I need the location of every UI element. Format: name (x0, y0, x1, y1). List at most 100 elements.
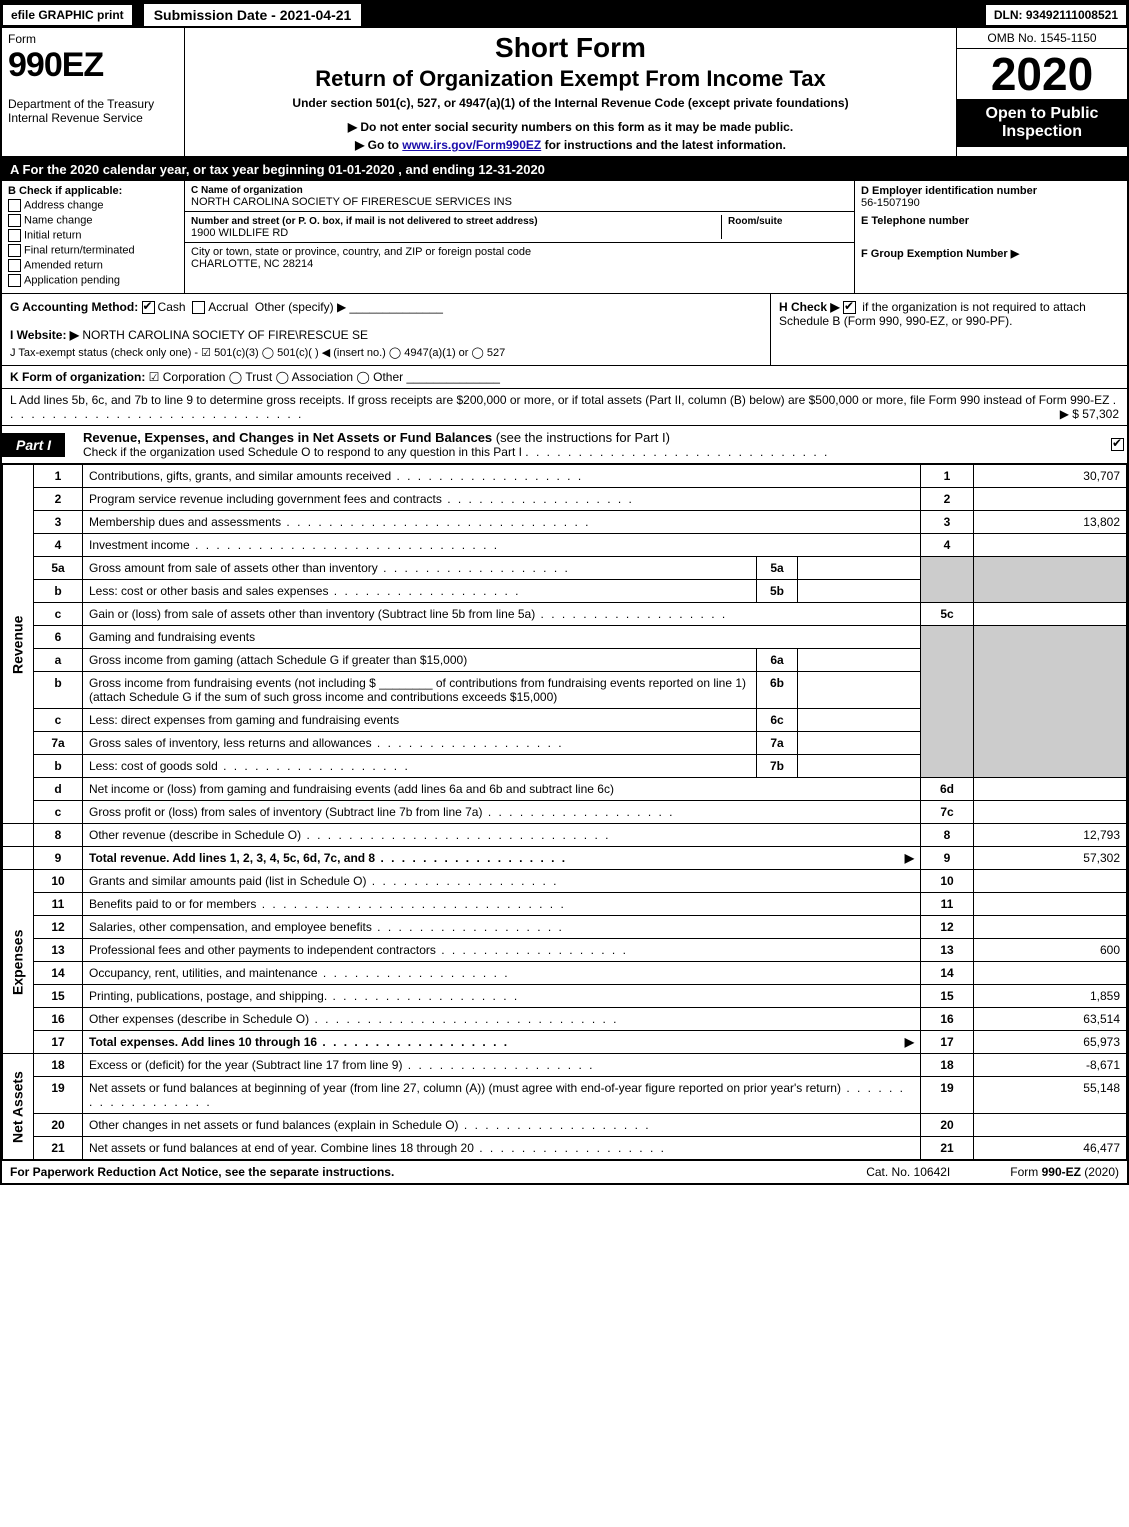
website-label: I Website: ▶ (10, 328, 79, 342)
line-20-col: 20 (921, 1114, 974, 1137)
line-17-col: 17 (921, 1031, 974, 1054)
ein-label: D Employer identification number (861, 185, 1037, 197)
cb-schedule-b[interactable] (843, 301, 856, 314)
line-21-num: 21 (34, 1137, 83, 1160)
org-name: NORTH CAROLINA SOCIETY OF FIRERESCUE SER… (191, 196, 512, 208)
box-b: B Check if applicable: Address change Na… (2, 181, 185, 293)
city-value: CHARLOTTE, NC 28214 (191, 258, 313, 270)
box-b-title: B Check if applicable: (8, 185, 122, 197)
efile-print-button[interactable]: efile GRAPHIC print (2, 4, 133, 26)
city-label: City or town, state or province, country… (191, 246, 531, 258)
cb-schedule-o[interactable] (1111, 438, 1124, 451)
tax-year: 2020 (957, 49, 1127, 99)
line-7c-num: c (34, 801, 83, 824)
line-2-desc: Program service revenue including govern… (89, 492, 634, 506)
top-bar: efile GRAPHIC print Submission Date - 20… (2, 2, 1127, 28)
line-5c-desc: Gain or (loss) from sale of assets other… (89, 607, 727, 621)
cb-address-change[interactable]: Address change (8, 199, 178, 212)
line-8-num: 8 (34, 824, 83, 847)
form-number: 990EZ (8, 46, 178, 85)
cb-initial-return[interactable]: Initial return (8, 229, 178, 242)
part-i-header: Part I Revenue, Expenses, and Changes in… (2, 426, 1127, 464)
line-14-desc: Occupancy, rent, utilities, and maintena… (89, 966, 510, 980)
short-form-title: Short Form (193, 32, 948, 64)
line-19-amount: 55,148 (974, 1077, 1127, 1114)
line-12-desc: Salaries, other compensation, and employ… (89, 920, 564, 934)
ssn-warning: ▶ Do not enter social security numbers o… (193, 120, 948, 134)
cb-application-pending[interactable]: Application pending (8, 274, 178, 287)
line-6d-desc: Net income or (loss) from gaming and fun… (89, 782, 614, 796)
line-13-col: 13 (921, 939, 974, 962)
group-exemption-label: F Group Exemption Number ▶ (861, 248, 1019, 260)
goto-pre: ▶ Go to (355, 138, 402, 152)
section-subline: Under section 501(c), 527, or 4947(a)(1)… (193, 96, 948, 110)
line-5a-num: 5a (34, 557, 83, 580)
dept-treasury: Department of the Treasury (8, 97, 178, 111)
goto-line: ▶ Go to www.irs.gov/Form990EZ for instru… (193, 138, 948, 152)
form-label: Form (8, 32, 178, 46)
line-1-col: 1 (921, 465, 974, 488)
cb-accrual[interactable] (192, 301, 205, 314)
line-7c-desc: Gross profit or (loss) from sales of inv… (89, 805, 675, 819)
cb-name-change[interactable]: Name change (8, 214, 178, 227)
line-11-col: 11 (921, 893, 974, 916)
line-7a-num: 7a (34, 732, 83, 755)
line-5b-val (798, 580, 920, 602)
line-2-num: 2 (34, 488, 83, 511)
line-6-desc: Gaming and fundraising events (83, 626, 921, 649)
line-5c-col: 5c (921, 603, 974, 626)
line-20-desc: Other changes in net assets or fund bala… (89, 1118, 651, 1132)
line-5c-num: c (34, 603, 83, 626)
line-16-amount: 63,514 (974, 1008, 1127, 1031)
street-label: Number and street (or P. O. box, if mail… (191, 216, 538, 227)
footer: For Paperwork Reduction Act Notice, see … (2, 1160, 1127, 1183)
line-20-num: 20 (34, 1114, 83, 1137)
line-14-col: 14 (921, 962, 974, 985)
line-5a-val (798, 557, 920, 579)
line-5a-desc: Gross amount from sale of assets other t… (89, 561, 756, 575)
line-18-desc: Excess or (deficit) for the year (Subtra… (89, 1058, 594, 1072)
part-i-title: Revenue, Expenses, and Changes in Net As… (73, 430, 670, 445)
line-6c-mini: 6c (756, 709, 798, 731)
line-3-col: 3 (921, 511, 974, 534)
line-6-num: 6 (34, 626, 83, 649)
line-6c-num: c (34, 709, 83, 732)
footer-catno: Cat. No. 10642I (866, 1165, 950, 1179)
return-title: Return of Organization Exempt From Incom… (193, 66, 948, 92)
l-value: ▶ $ 57,302 (1060, 407, 1119, 421)
line-18-col: 18 (921, 1054, 974, 1077)
line-17-desc: Total expenses. Add lines 10 through 16 (89, 1035, 509, 1049)
line-21-amount: 46,477 (974, 1137, 1127, 1160)
lines-table: Revenue 1 Contributions, gifts, grants, … (2, 464, 1127, 1160)
header-left: Form 990EZ Department of the Treasury In… (2, 28, 185, 156)
line-15-num: 15 (34, 985, 83, 1008)
line-6a-desc: Gross income from gaming (attach Schedul… (89, 653, 756, 667)
header-mid: Short Form Return of Organization Exempt… (185, 28, 956, 156)
line-5c-amount (974, 603, 1127, 626)
k-options: ☑ Corporation ◯ Trust ◯ Association ◯ Ot… (149, 370, 403, 384)
line-10-amount (974, 870, 1127, 893)
line-7a-mini: 7a (756, 732, 798, 754)
line-4-num: 4 (34, 534, 83, 557)
dln-number: DLN: 93492111008521 (985, 4, 1127, 26)
line-12-num: 12 (34, 916, 83, 939)
cb-amended-return[interactable]: Amended return (8, 259, 178, 272)
info-grid: B Check if applicable: Address change Na… (2, 181, 1127, 294)
line-7b-desc: Less: cost of goods sold (89, 759, 756, 773)
box-c: C Name of organization NORTH CAROLINA SO… (185, 181, 855, 293)
cb-final-return[interactable]: Final return/terminated (8, 244, 178, 257)
g-label: G Accounting Method: (10, 300, 138, 314)
row-k: K Form of organization: ☑ Corporation ◯ … (2, 366, 1127, 389)
line-1-desc: Contributions, gifts, grants, and simila… (89, 469, 583, 483)
netassets-side-label: Net Assets (3, 1054, 34, 1160)
cb-cash[interactable] (142, 301, 155, 314)
line-14-num: 14 (34, 962, 83, 985)
line-3-num: 3 (34, 511, 83, 534)
line-9-desc: Total revenue. Add lines 1, 2, 3, 4, 5c,… (89, 851, 567, 865)
line-10-num: 10 (34, 870, 83, 893)
line-13-desc: Professional fees and other payments to … (89, 943, 628, 957)
line-1-amount: 30,707 (974, 465, 1127, 488)
irs-link[interactable]: www.irs.gov/Form990EZ (402, 138, 541, 152)
line-7c-col: 7c (921, 801, 974, 824)
h-label: H Check ▶ (779, 300, 840, 314)
